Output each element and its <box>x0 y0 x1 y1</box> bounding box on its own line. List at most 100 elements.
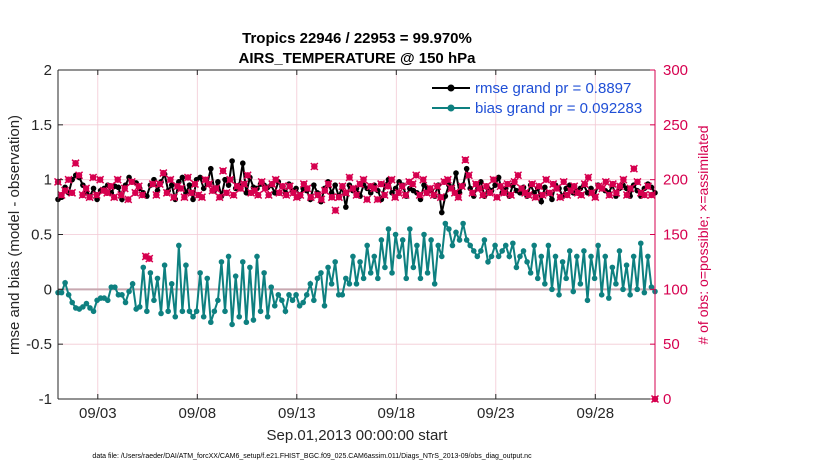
bias-point <box>247 264 253 271</box>
obs-count-marker <box>454 193 463 202</box>
bias-point <box>303 292 310 298</box>
rmse-point <box>438 209 445 216</box>
obs-count-cross <box>264 190 273 200</box>
obs-count-cross <box>454 193 463 202</box>
bias-point <box>343 275 349 282</box>
bias-point <box>382 264 388 271</box>
obs-count-marker <box>577 190 586 200</box>
obs-count-cross <box>127 177 136 186</box>
obs-count-cross <box>82 184 91 193</box>
obs-count-cross <box>85 193 94 202</box>
obs-count-marker <box>64 175 73 184</box>
bias-point <box>613 281 619 287</box>
bias-point <box>456 237 463 243</box>
obs-count-cross <box>538 190 547 200</box>
obs-count-cross <box>92 190 101 200</box>
obs-count-marker <box>282 190 291 200</box>
obs-count-cross <box>485 188 494 197</box>
obs-count-marker <box>85 193 94 202</box>
obs-count-marker <box>373 195 382 204</box>
rmse-point <box>225 182 232 188</box>
rmse-point <box>492 182 498 188</box>
obs-count-cross <box>296 190 305 200</box>
obs-count-cross <box>285 182 294 191</box>
obs-count-cross <box>338 182 347 191</box>
obs-count-marker <box>204 180 214 189</box>
bias-point <box>147 270 154 276</box>
obs-count-marker <box>485 188 494 197</box>
obs-count-marker <box>503 180 512 189</box>
bias-point <box>339 292 346 298</box>
bias-point <box>435 242 442 249</box>
obs-count-cross <box>377 180 386 189</box>
bias-point <box>499 248 505 254</box>
obs-count-cross <box>514 171 523 180</box>
obs-count-cross <box>257 177 266 186</box>
x-tick-label: 09/28 <box>577 405 615 422</box>
x-tick-label: 09/23 <box>477 405 515 422</box>
rmse-point <box>186 182 193 188</box>
obs-count-marker <box>243 171 252 180</box>
obs-count-marker <box>117 190 126 200</box>
obs-count-cross <box>352 190 361 200</box>
bias-point <box>549 286 555 293</box>
obs-count-marker <box>633 177 642 186</box>
obs-count-marker <box>514 171 523 180</box>
obs-count-cross <box>229 190 238 200</box>
rmse-point <box>208 165 214 172</box>
bias-point <box>574 253 580 260</box>
rmse-point <box>478 179 484 185</box>
obs-count-marker <box>482 182 491 191</box>
obs-count-cross <box>577 190 586 200</box>
obs-count-cross <box>387 175 396 184</box>
bias-point <box>271 302 278 309</box>
bias-point <box>286 292 292 298</box>
obs-count-marker <box>306 193 315 202</box>
legend-bias-label: bias grand pr = 0.092283 <box>475 100 642 117</box>
bias-point <box>407 226 413 232</box>
obs-count-marker <box>331 206 340 215</box>
obs-count-cross <box>215 193 224 202</box>
y-tick-label: 0.5 <box>31 227 52 244</box>
obs-count-cross <box>545 188 554 197</box>
bias-point <box>321 302 328 309</box>
bias-point <box>389 270 395 276</box>
bias-point <box>584 297 591 304</box>
obs-count-cross <box>240 180 249 189</box>
obs-count-marker <box>254 190 263 200</box>
bias-point <box>364 242 370 249</box>
bias-point <box>168 281 175 287</box>
rmse-point <box>90 185 97 192</box>
obs-count-marker <box>542 175 551 184</box>
bias-point <box>268 284 275 290</box>
bias-point <box>257 308 264 315</box>
obs-count-cross <box>608 180 617 189</box>
obs-count-cross <box>489 175 498 184</box>
bias-point <box>367 270 374 276</box>
bias-point <box>438 253 445 260</box>
obs-count-marker <box>545 188 554 197</box>
obs-count-marker <box>197 193 207 202</box>
obs-count-marker <box>489 175 498 184</box>
obs-count-cross <box>348 184 358 193</box>
bias-point <box>531 242 537 249</box>
bias-point <box>275 292 282 298</box>
obs-count-cross <box>647 190 656 200</box>
obs-count-cross <box>415 190 424 200</box>
obs-count-cross <box>169 193 178 202</box>
obs-count-marker <box>211 184 221 193</box>
obs-count-marker <box>78 190 87 200</box>
y-tick-label-right: 250 <box>663 117 688 134</box>
obs-count-cross <box>359 175 368 184</box>
obs-count-marker <box>113 175 122 184</box>
obs-count-cross <box>384 182 393 191</box>
bias-point <box>648 284 655 290</box>
bias-point <box>211 308 218 315</box>
x-tick-label: 09/18 <box>378 405 416 422</box>
obs-count-marker <box>640 190 649 200</box>
x-axis-label: Sep.01,2013 00:00:00 start <box>267 427 449 444</box>
obs-count-cross <box>398 182 407 191</box>
bias-point <box>449 242 456 249</box>
bias-point <box>90 308 97 315</box>
obs-count-marker <box>398 182 407 191</box>
